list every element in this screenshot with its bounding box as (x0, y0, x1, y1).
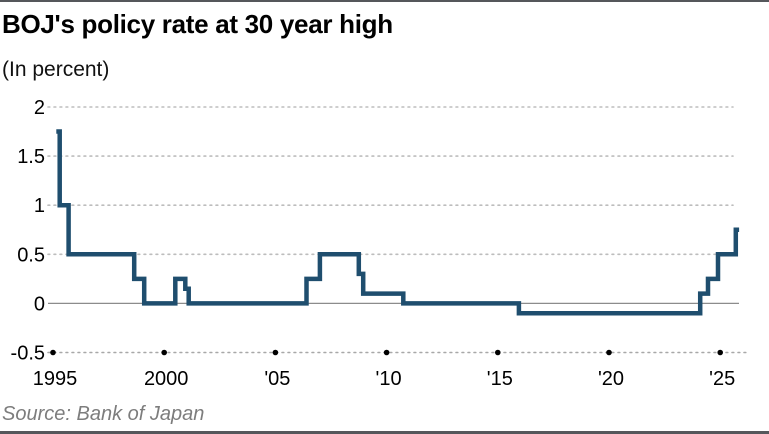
rate-step-line (56, 129, 740, 316)
y-tick-label: 1 (34, 195, 45, 217)
x-tick-label: 2000 (144, 368, 189, 390)
tick-dot (717, 349, 723, 356)
x-tick-label: '05 (264, 368, 290, 390)
y-tick-label: 0.5 (17, 244, 45, 266)
bottom-border (0, 431, 769, 434)
tick-dot (161, 349, 167, 356)
tick-dot (606, 349, 612, 356)
source-note: Source: Bank of Japan (2, 403, 205, 425)
y-tick-label: 1.5 (17, 146, 45, 168)
y-tick-label: -0.5 (11, 343, 45, 365)
x-tick-label: '25 (709, 368, 735, 390)
y-tick-label: 0 (34, 293, 45, 315)
tick-dot (383, 349, 390, 356)
x-tick-label: '10 (376, 368, 402, 390)
tick-dot (495, 349, 501, 356)
chart-title: BOJ's policy rate at 30 year high (2, 9, 393, 39)
tick-dot (272, 349, 279, 356)
x-tick-label: '20 (598, 368, 624, 390)
x-tick-label: 1995 (33, 368, 78, 390)
tick-dot (50, 349, 56, 356)
top-border (0, 0, 769, 2)
chart-units-label: (In percent) (2, 58, 110, 81)
y-tick-label: 2 (34, 97, 45, 119)
x-tick-label: '15 (487, 368, 513, 390)
